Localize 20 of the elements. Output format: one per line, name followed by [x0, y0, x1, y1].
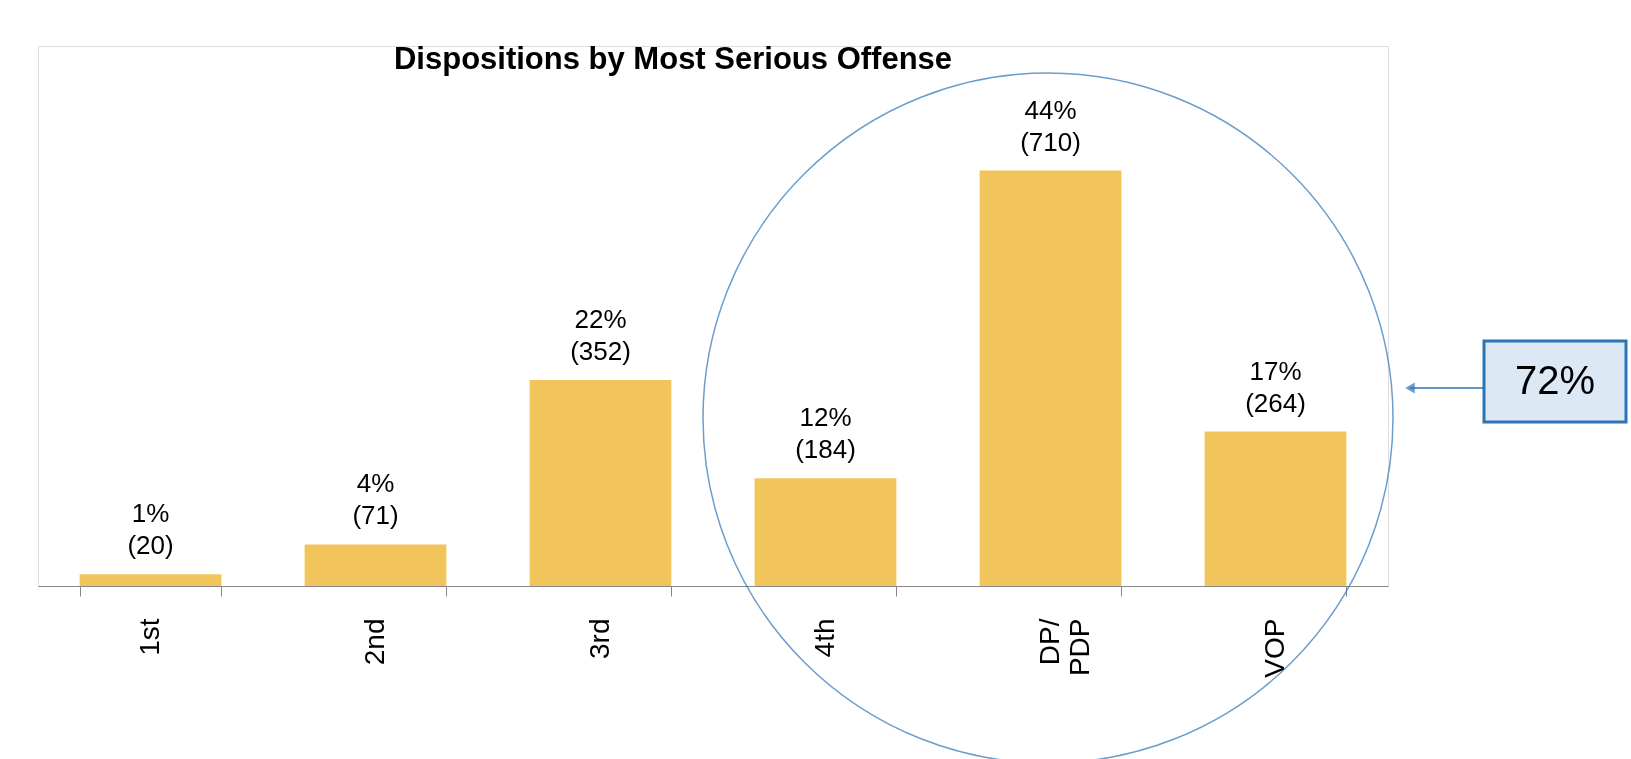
chart-title: Dispositions by Most Serious Offense — [393, 41, 953, 76]
x-tick-label: 4th — [809, 618, 840, 658]
data-label: 22% (352) — [570, 304, 631, 367]
bar — [979, 170, 1122, 586]
x-tick-label: 3rd — [584, 618, 615, 659]
x-tick-label: 1st — [134, 618, 165, 656]
data-label: 4% (71) — [352, 468, 399, 531]
bar — [1204, 431, 1347, 586]
data-label: 1% (20) — [127, 498, 174, 561]
text: 72% — [1514, 358, 1596, 402]
bar — [529, 380, 672, 586]
data-label: 17% (264) — [1245, 355, 1306, 418]
x-tick-label: 2nd — [359, 618, 390, 666]
bar — [79, 574, 222, 586]
bar — [304, 544, 447, 586]
x-tick-label: VOP — [1259, 618, 1290, 678]
x-tick-label: DP/ PDP — [1034, 618, 1095, 677]
data-label: 44% (710) — [1020, 94, 1081, 157]
data-label: 12% (184) — [795, 402, 856, 465]
bar — [754, 478, 897, 586]
